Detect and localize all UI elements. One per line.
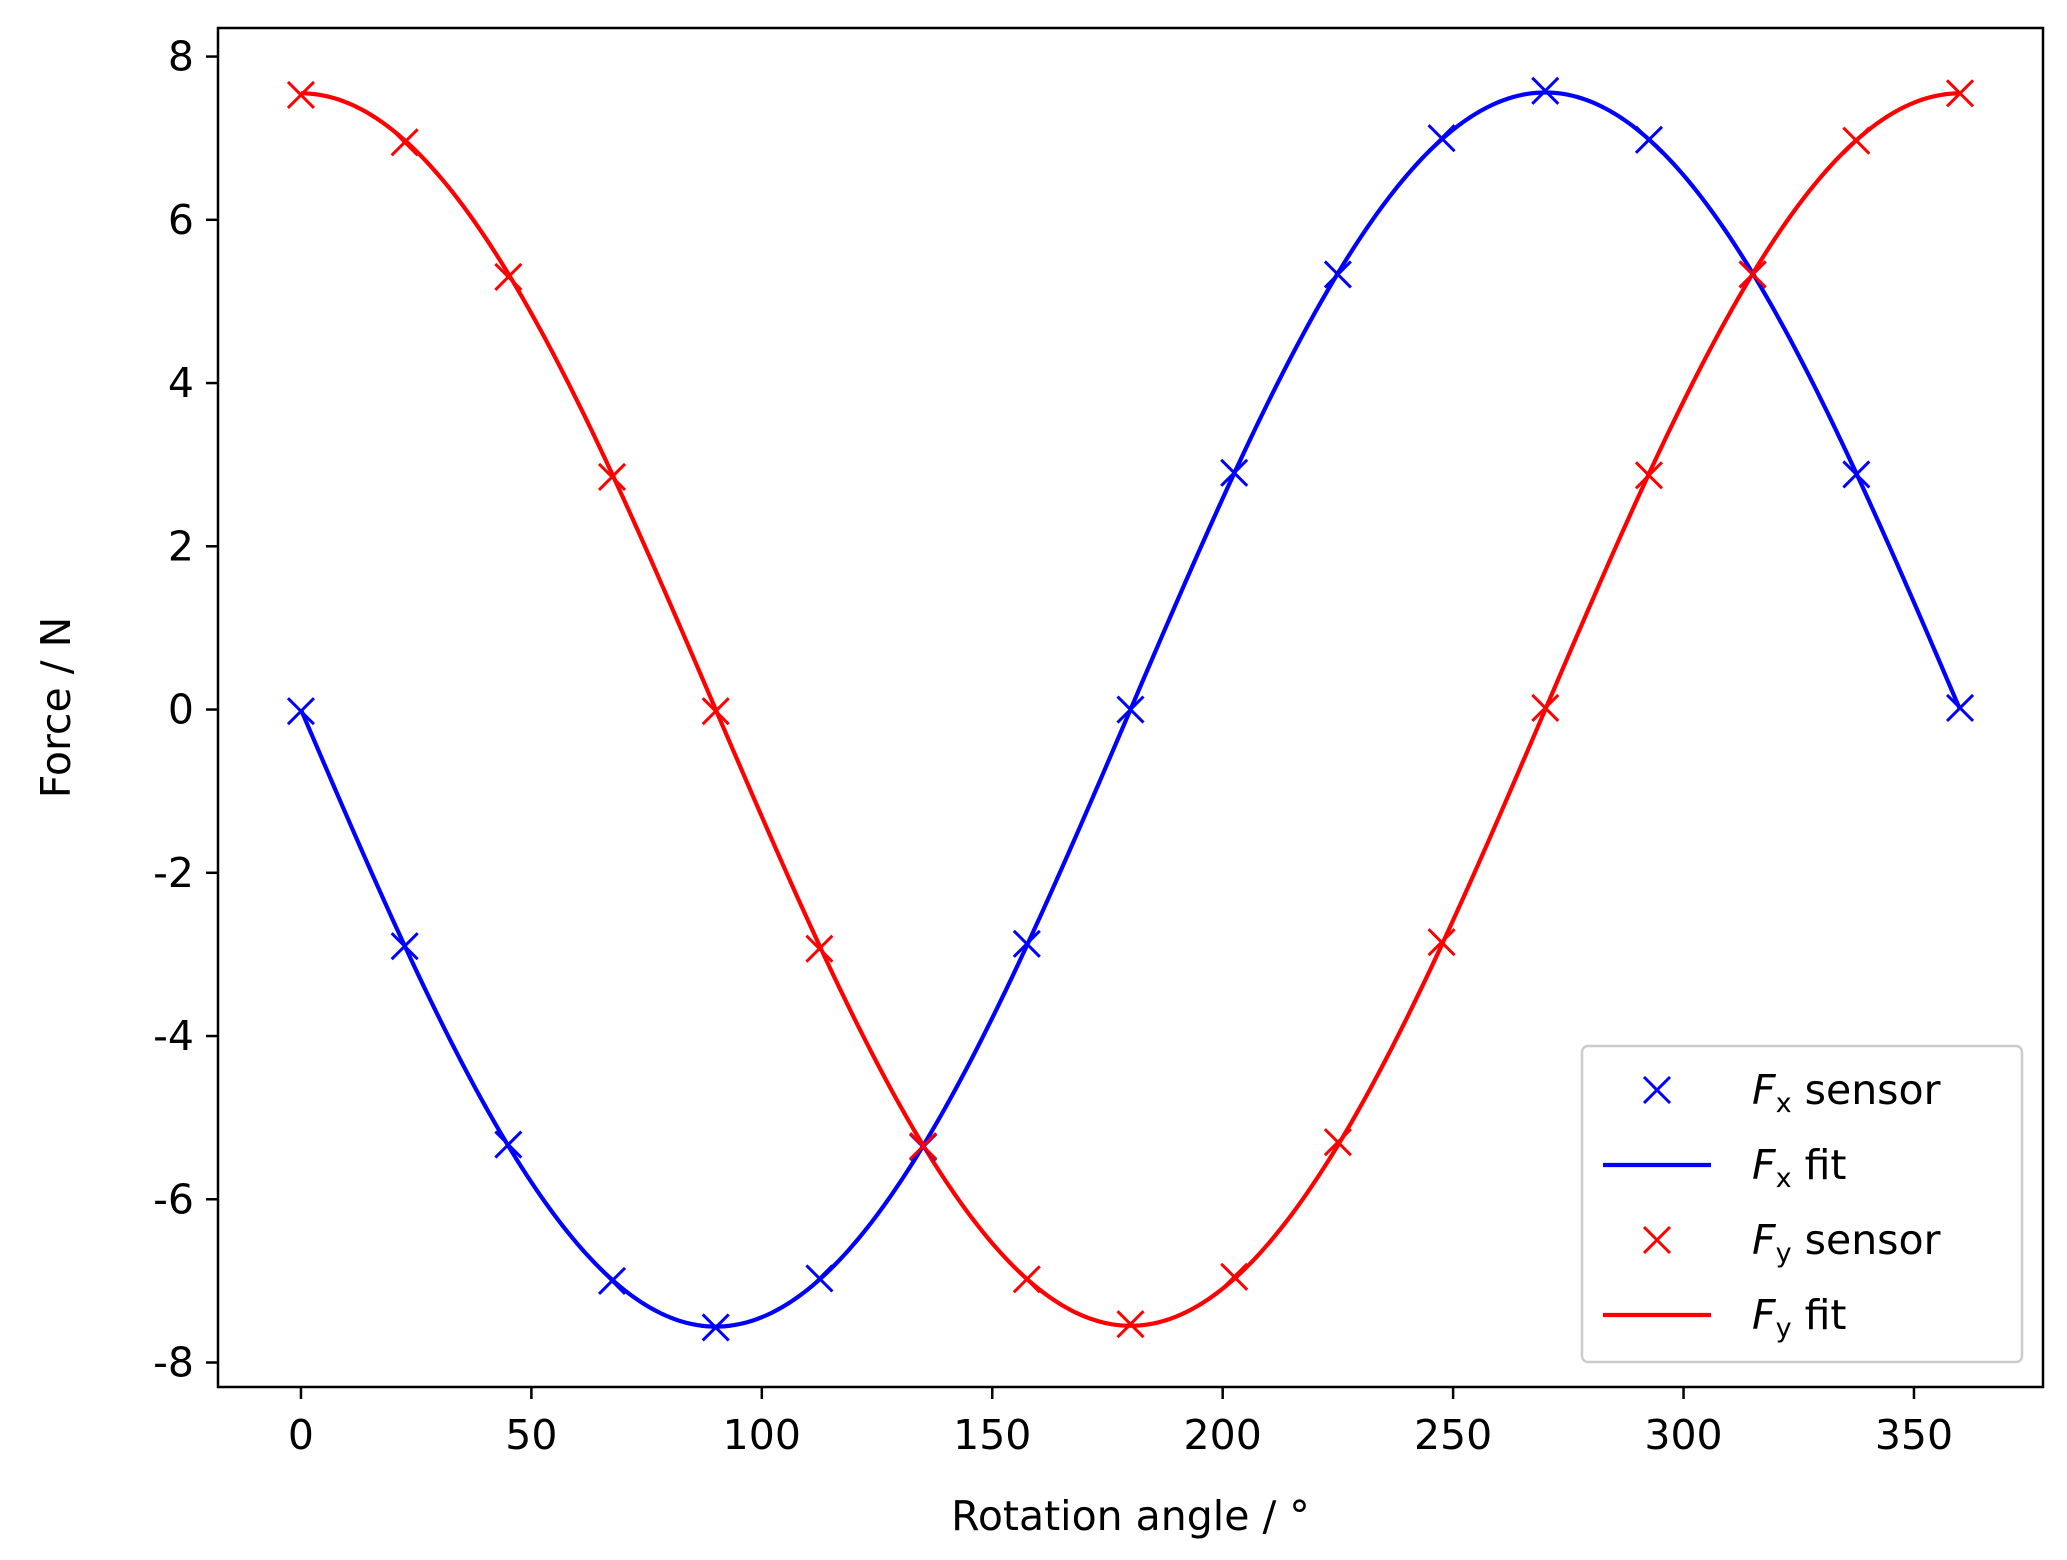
y-tick-label: 0 [168,686,194,734]
legend-box [1580,1044,2024,1364]
x-tick-label: 0 [288,1411,314,1459]
legend-entry-x-sensor: Fx sensor [1642,1066,1941,1119]
y-tick-label: -6 [153,1175,194,1223]
data-point-x-12 [1531,76,1560,105]
legend-entry-y-fit: Fy fit [1603,1291,1847,1344]
legend: Fx sensor Fx fit Fy sensor Fy fit [1580,1044,2024,1364]
data-point-y-1 [390,128,419,157]
data-point-x-8 [1116,695,1145,724]
data-point-x-9 [1220,458,1249,487]
y-tick-label: -4 [153,1012,194,1060]
plot-area [286,76,1975,1342]
data-point-x-10 [1323,260,1352,289]
x-tick-label: 350 [1875,1411,1953,1459]
data-point-y-3 [597,462,627,491]
data-point-x-0 [286,697,316,726]
data-point-y-14 [1738,260,1767,289]
data-point-y-10 [1323,1128,1352,1157]
y-tick-label: 8 [168,33,194,81]
y-tick-label: 6 [168,196,194,244]
data-point-y-8 [1116,1310,1145,1339]
y-tick-label: -8 [153,1339,194,1387]
data-point-x-3 [597,1266,627,1295]
y-tick-label: 4 [168,359,194,407]
data-point-x-16 [1945,693,1975,722]
y-tick-label: -2 [153,849,194,897]
axes: 0 50 100 150 200 250 300 350 -8 -6 -4 -2 0 2 4 6 8 [153,26,2045,1459]
data-point-x-15 [1842,460,1871,489]
legend-label: Fx fit [1752,1141,1847,1194]
data-point-y-0 [286,80,316,109]
x-axis-label: Rotation angle / ° [951,1492,1310,1540]
x-tick-label: 300 [1644,1411,1722,1459]
data-point-x-7 [1012,929,1041,958]
data-point-x-2 [494,1130,523,1159]
data-point-x-11 [1427,124,1456,153]
legend-label: Fx sensor [1752,1066,1941,1119]
y-tick-label: 2 [168,522,194,570]
plot-frame [216,26,2045,1389]
legend-entry-y-sensor: Fy sensor [1642,1216,1941,1269]
y-axis-label: Force / N [32,617,80,798]
data-point-y-15 [1842,126,1871,155]
x-tick-label: 150 [953,1411,1031,1459]
data-point-x-4 [701,1313,730,1342]
data-point-y-11 [1427,928,1456,957]
data-point-x-1 [390,932,419,961]
data-point-y-5 [805,934,834,963]
data-point-y-4 [701,697,730,726]
data-point-y-16 [1945,79,1975,108]
data-point-y-6 [909,1132,938,1161]
x-tick-label: 250 [1414,1411,1492,1459]
data-point-y-13 [1634,461,1664,490]
data-point-y-12 [1531,693,1560,722]
data-point-x-5 [805,1264,834,1293]
legend-entry-x-fit: Fx fit [1603,1141,1847,1194]
legend-label: Fy fit [1752,1291,1847,1344]
x-tick-label: 50 [505,1411,557,1459]
data-point-x-13 [1634,125,1664,154]
x-tick-label: 100 [723,1411,801,1459]
data-point-y-2 [494,262,523,292]
x-tick-label: 200 [1184,1411,1262,1459]
data-point-y-7 [1012,1265,1041,1294]
data-point-y-9 [1220,1262,1249,1291]
legend-label: Fy sensor [1752,1216,1941,1269]
